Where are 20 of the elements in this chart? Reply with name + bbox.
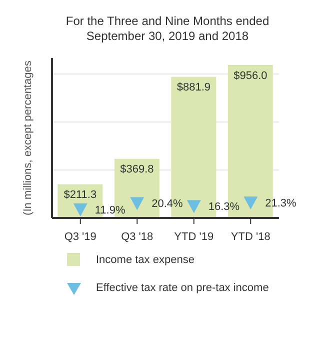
y-axis-title: (In millions, except percentages — [22, 60, 34, 216]
x-tick-label: YTD '19 — [174, 230, 214, 243]
data-label: 16.3% — [208, 201, 240, 214]
x-tick-label: Q3 '18 — [121, 230, 154, 243]
data-label: 20.4% — [152, 198, 184, 210]
x-tick-label: YTD '18 — [230, 230, 270, 243]
point — [244, 196, 258, 210]
data-label: $956.0 — [234, 70, 268, 82]
data-label: 21.3% — [265, 197, 297, 210]
x-tick-label: Q3 '19 — [64, 230, 96, 243]
data-label: 11.9% — [94, 204, 126, 216]
data-label: $211.3 — [64, 189, 97, 201]
chart-title: For the Three and Nine Months ended September 30, 2019 and 2018 — [64, 13, 270, 45]
data-label: $369.8 — [120, 164, 154, 176]
data-label: $881.9 — [176, 82, 211, 94]
point — [73, 203, 88, 216]
point — [130, 197, 144, 210]
legend-label: Effective tax rate on pre-tax income — [96, 282, 269, 294]
legend-label: Income tax expense — [96, 254, 194, 266]
point — [186, 200, 201, 214]
